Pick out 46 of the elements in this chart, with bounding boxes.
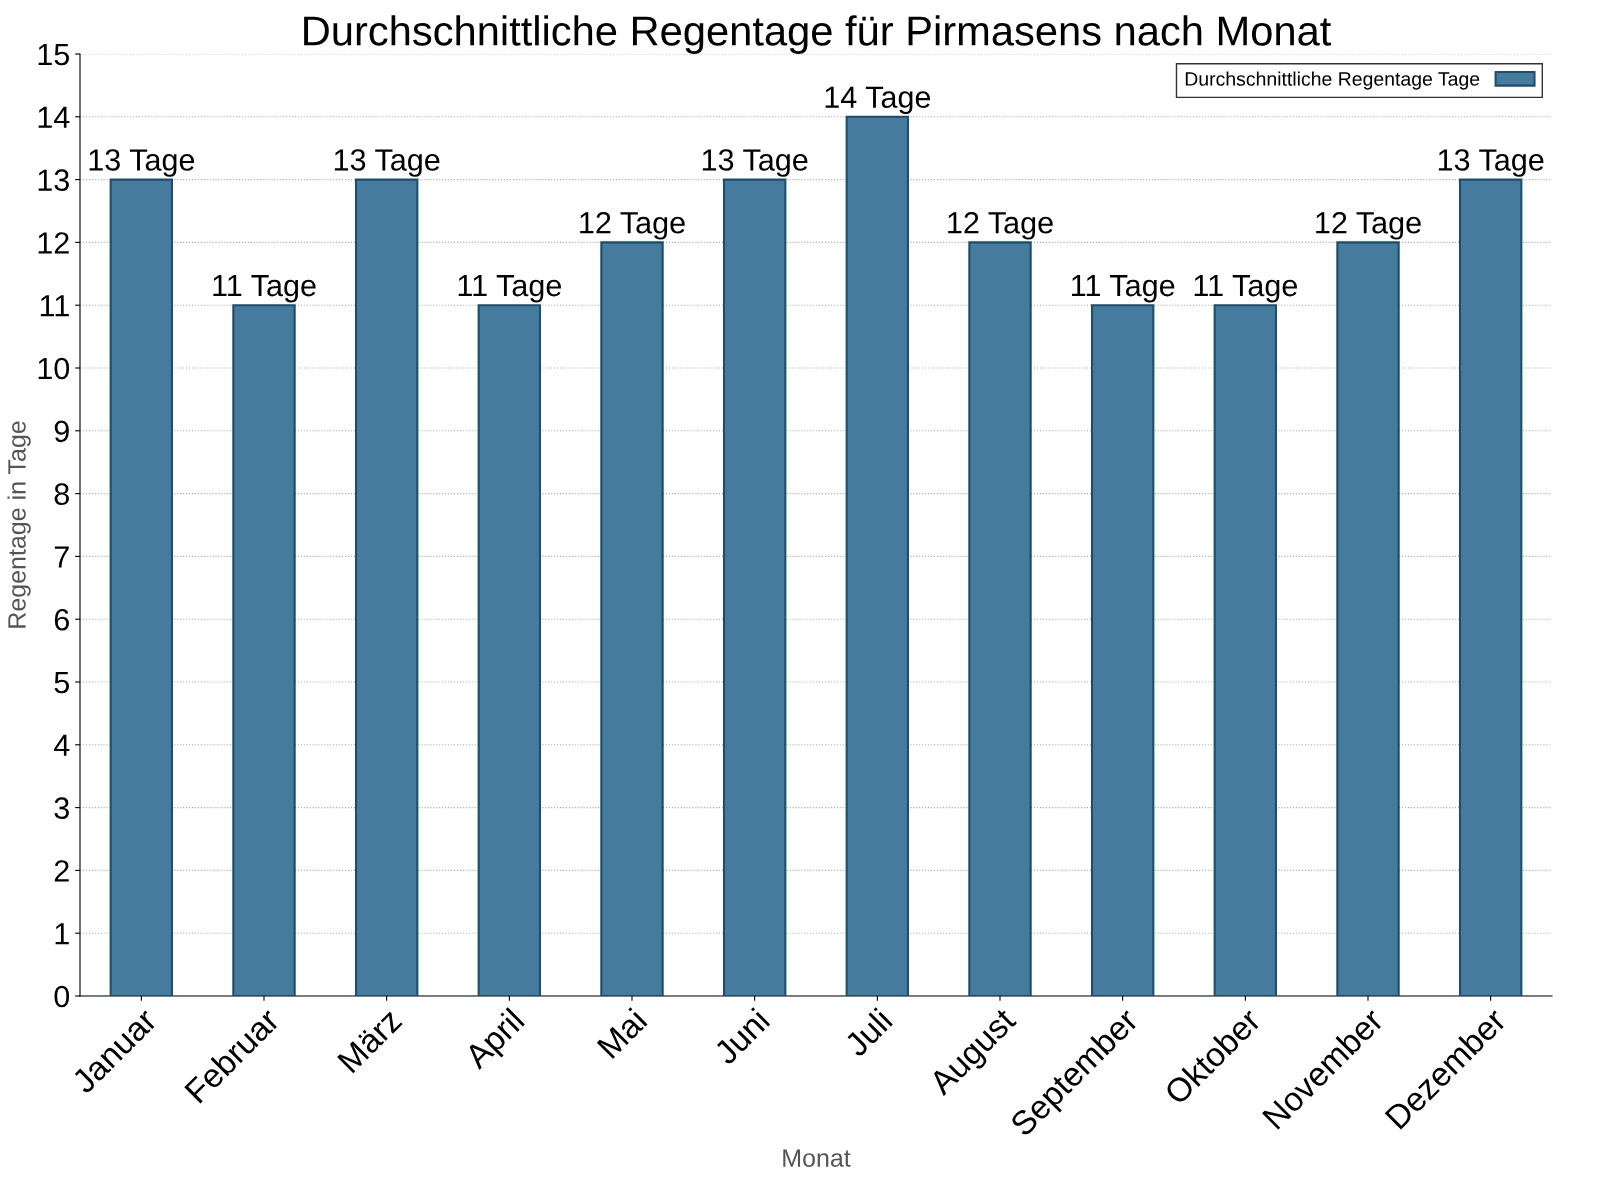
bar xyxy=(968,241,1032,996)
bar xyxy=(354,178,419,996)
data-label: 12 Tage xyxy=(580,211,685,240)
x-tick-label: Mai xyxy=(595,1007,648,1060)
bar xyxy=(845,115,910,996)
y-tick-label: 10 xyxy=(38,357,70,380)
bar xyxy=(722,178,787,996)
y-tick-label: 8 xyxy=(54,483,69,505)
y-tick-label: 15 xyxy=(38,44,69,66)
bar xyxy=(477,304,542,996)
y-tick-label: 5 xyxy=(54,672,69,694)
data-label: 11 Tage xyxy=(213,275,316,303)
y-tick-label: 0 xyxy=(54,985,70,1008)
x-axis-title: Monat xyxy=(783,1149,851,1167)
y-tick-label: 12 xyxy=(38,232,69,254)
y-tick-label: 7 xyxy=(54,546,69,568)
legend-label: Durchschnittliche Regentage Tage xyxy=(1185,71,1480,90)
data-label: 12 Tage xyxy=(948,211,1053,240)
bar xyxy=(600,241,664,996)
bar xyxy=(1336,241,1400,996)
data-label: 13 Tage xyxy=(89,149,195,177)
data-label: 11 Tage xyxy=(458,275,561,303)
data-label: 11 Tage xyxy=(1194,275,1297,303)
chart-title: Durchschnittliche Regentage für Pirmasens nach Monat xyxy=(304,15,1332,54)
y-tick-label: 13 xyxy=(38,169,69,191)
bar xyxy=(109,178,174,996)
y-axis-title: Regentage in Tage xyxy=(7,421,31,628)
bar xyxy=(1090,304,1155,996)
data-label: 11 Tage xyxy=(1072,275,1175,303)
y-tick-label: 11 xyxy=(40,295,69,317)
y-tick-label: 4 xyxy=(53,734,70,756)
data-label: 13 Tage xyxy=(702,149,808,177)
y-tick-label: 3 xyxy=(54,797,69,819)
data-label: 12 Tage xyxy=(1316,211,1421,240)
bar xyxy=(1213,304,1278,996)
y-tick-label: 2 xyxy=(54,860,69,882)
y-tick-label: 9 xyxy=(54,420,69,443)
data-label: 14 Tage xyxy=(825,86,931,115)
y-tick-label: 6 xyxy=(54,608,69,631)
bar xyxy=(232,304,296,996)
x-tick-label: Juli xyxy=(842,1007,894,1059)
data-label: 13 Tage xyxy=(334,149,440,177)
data-label: 13 Tage xyxy=(1438,149,1544,177)
y-tick-label: 14 xyxy=(38,106,70,128)
bar xyxy=(1458,178,1523,996)
y-tick-label: 1 xyxy=(55,923,69,945)
